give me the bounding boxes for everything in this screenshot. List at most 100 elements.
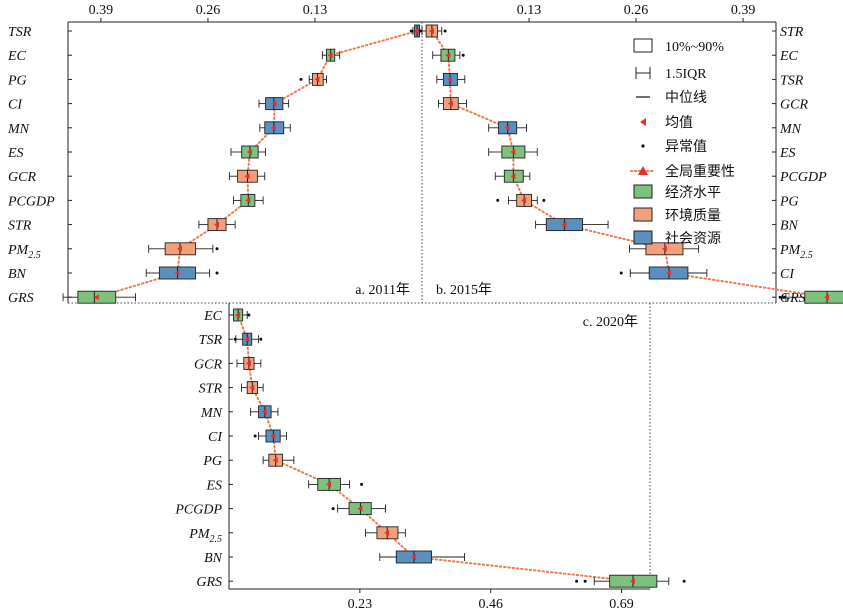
outlier-point	[575, 579, 579, 583]
legend-box-range-swatch	[633, 38, 653, 53]
panel-2-boxes	[418, 24, 843, 304]
outlier-point	[443, 29, 447, 33]
factor-label: PM2.5	[188, 527, 222, 545]
panel-frames	[67, 21, 777, 590]
factor-name: PCGDP	[174, 503, 222, 518]
x-tick-label: 0.23	[348, 597, 373, 611]
mean-marker	[521, 197, 527, 204]
box-mn	[250, 405, 279, 419]
x-tick-label: 0.39	[731, 3, 756, 18]
outlier-point	[253, 434, 257, 438]
mean-marker	[824, 294, 830, 301]
outlier-point	[331, 507, 335, 511]
factor-name: GCR	[194, 357, 222, 372]
mean-marker	[445, 52, 451, 59]
factor-name: STR	[199, 382, 223, 397]
box-pg	[299, 72, 327, 86]
legend-whisker-label: 1.5IQR	[665, 67, 707, 82]
factor-label: PG	[202, 454, 222, 469]
factor-name: EC	[203, 309, 223, 324]
factor-label: EC	[779, 49, 799, 64]
mean-marker	[214, 221, 220, 228]
legend-importance-label: 全局重要性	[665, 163, 735, 180]
factor-name: BN	[8, 267, 27, 282]
factor-name: GCR	[8, 170, 36, 185]
factor-name: GRS	[780, 291, 806, 306]
mean-marker	[357, 505, 363, 512]
factor-label: GRS	[196, 575, 222, 590]
legend-environment-swatch	[633, 207, 653, 222]
factor-label: PCGDP	[7, 194, 55, 209]
mean-marker	[272, 457, 278, 464]
x-tick-label: 0.26	[196, 3, 221, 18]
panels-layer: 0.39 0.26 0.13TSRECPGCIMNESGCRPCGDPSTRPM2.…	[7, 3, 843, 611]
box-ci	[619, 266, 708, 280]
mean-marker	[245, 360, 251, 367]
factor-label: MN	[200, 406, 223, 421]
factor-name: PG	[7, 73, 27, 88]
box-pm25	[365, 526, 406, 540]
factor-label: CI	[780, 267, 795, 282]
factor-subscript: 2.5	[28, 250, 41, 261]
factor-label: TSR	[8, 25, 32, 40]
factor-name: TSR	[780, 73, 804, 88]
outlier-point	[682, 579, 686, 583]
factor-label: GCR	[8, 170, 36, 185]
mean-marker	[270, 433, 276, 439]
factor-subscript: 2.5	[800, 250, 813, 261]
mean-marker	[447, 100, 453, 107]
factor-label: MN	[779, 122, 802, 137]
box-ec	[228, 308, 251, 322]
outlier-point	[461, 53, 465, 57]
box-grs	[778, 290, 843, 304]
factor-label: ES	[205, 478, 222, 493]
factor-label: TSR	[780, 73, 804, 88]
factor-name: ES	[205, 478, 222, 493]
mean-marker	[327, 52, 333, 59]
box-tsr	[233, 332, 263, 346]
box-pcgdp	[494, 169, 531, 183]
factor-name: BN	[780, 219, 799, 234]
factor-label: ES	[7, 146, 24, 161]
box-gcr	[438, 97, 467, 111]
mean-marker	[244, 336, 250, 343]
factor-name: TSR	[199, 333, 223, 348]
factor-name: CI	[208, 430, 223, 445]
outlier-point	[409, 29, 413, 33]
outlier-point	[247, 313, 251, 317]
box-bn	[379, 550, 465, 564]
factor-label: MN	[7, 122, 30, 137]
box-tsr	[436, 72, 466, 86]
mean-marker	[314, 76, 320, 83]
mean-marker	[661, 245, 667, 252]
mean-marker	[271, 100, 277, 107]
panel-3: 0.23 0.46 0.69 EC TSR GCR STR MN CI PG ES PCGDP PM2.…	[174, 308, 686, 611]
outlier-point	[299, 77, 303, 81]
factor-name: PM	[188, 527, 211, 542]
x-tick-label: 0.46	[478, 597, 503, 611]
legend-social-swatch	[633, 230, 653, 245]
box-bn	[535, 218, 609, 232]
box-ci	[253, 429, 287, 443]
box-es	[308, 477, 364, 491]
legend-mean-swatch	[640, 118, 646, 126]
mean-marker	[428, 28, 434, 34]
panel-label: a. 2011年	[355, 282, 410, 298]
legend-environment-label: 环境质量	[665, 208, 721, 224]
factor-name: PG	[779, 194, 799, 209]
outlier-point	[542, 198, 546, 202]
factor-label: STR	[199, 382, 223, 397]
factor-name: STR	[780, 25, 804, 40]
legend-outlier-swatch	[641, 144, 645, 148]
factor-label: BN	[780, 219, 799, 234]
box-grs	[62, 290, 136, 304]
panel-2-factor-labels: STR EC TSR GCR MN ES PCGDP PG BN PM2.5 CI GRS	[772, 25, 827, 306]
outlier-point	[778, 295, 782, 299]
factor-label: CI	[8, 98, 23, 113]
factor-label: BN	[204, 551, 223, 566]
factor-name: PCGDP	[7, 194, 55, 209]
box-bn	[145, 266, 219, 280]
panel-label: b. 2015年	[436, 282, 492, 298]
mean-marker	[384, 529, 390, 536]
